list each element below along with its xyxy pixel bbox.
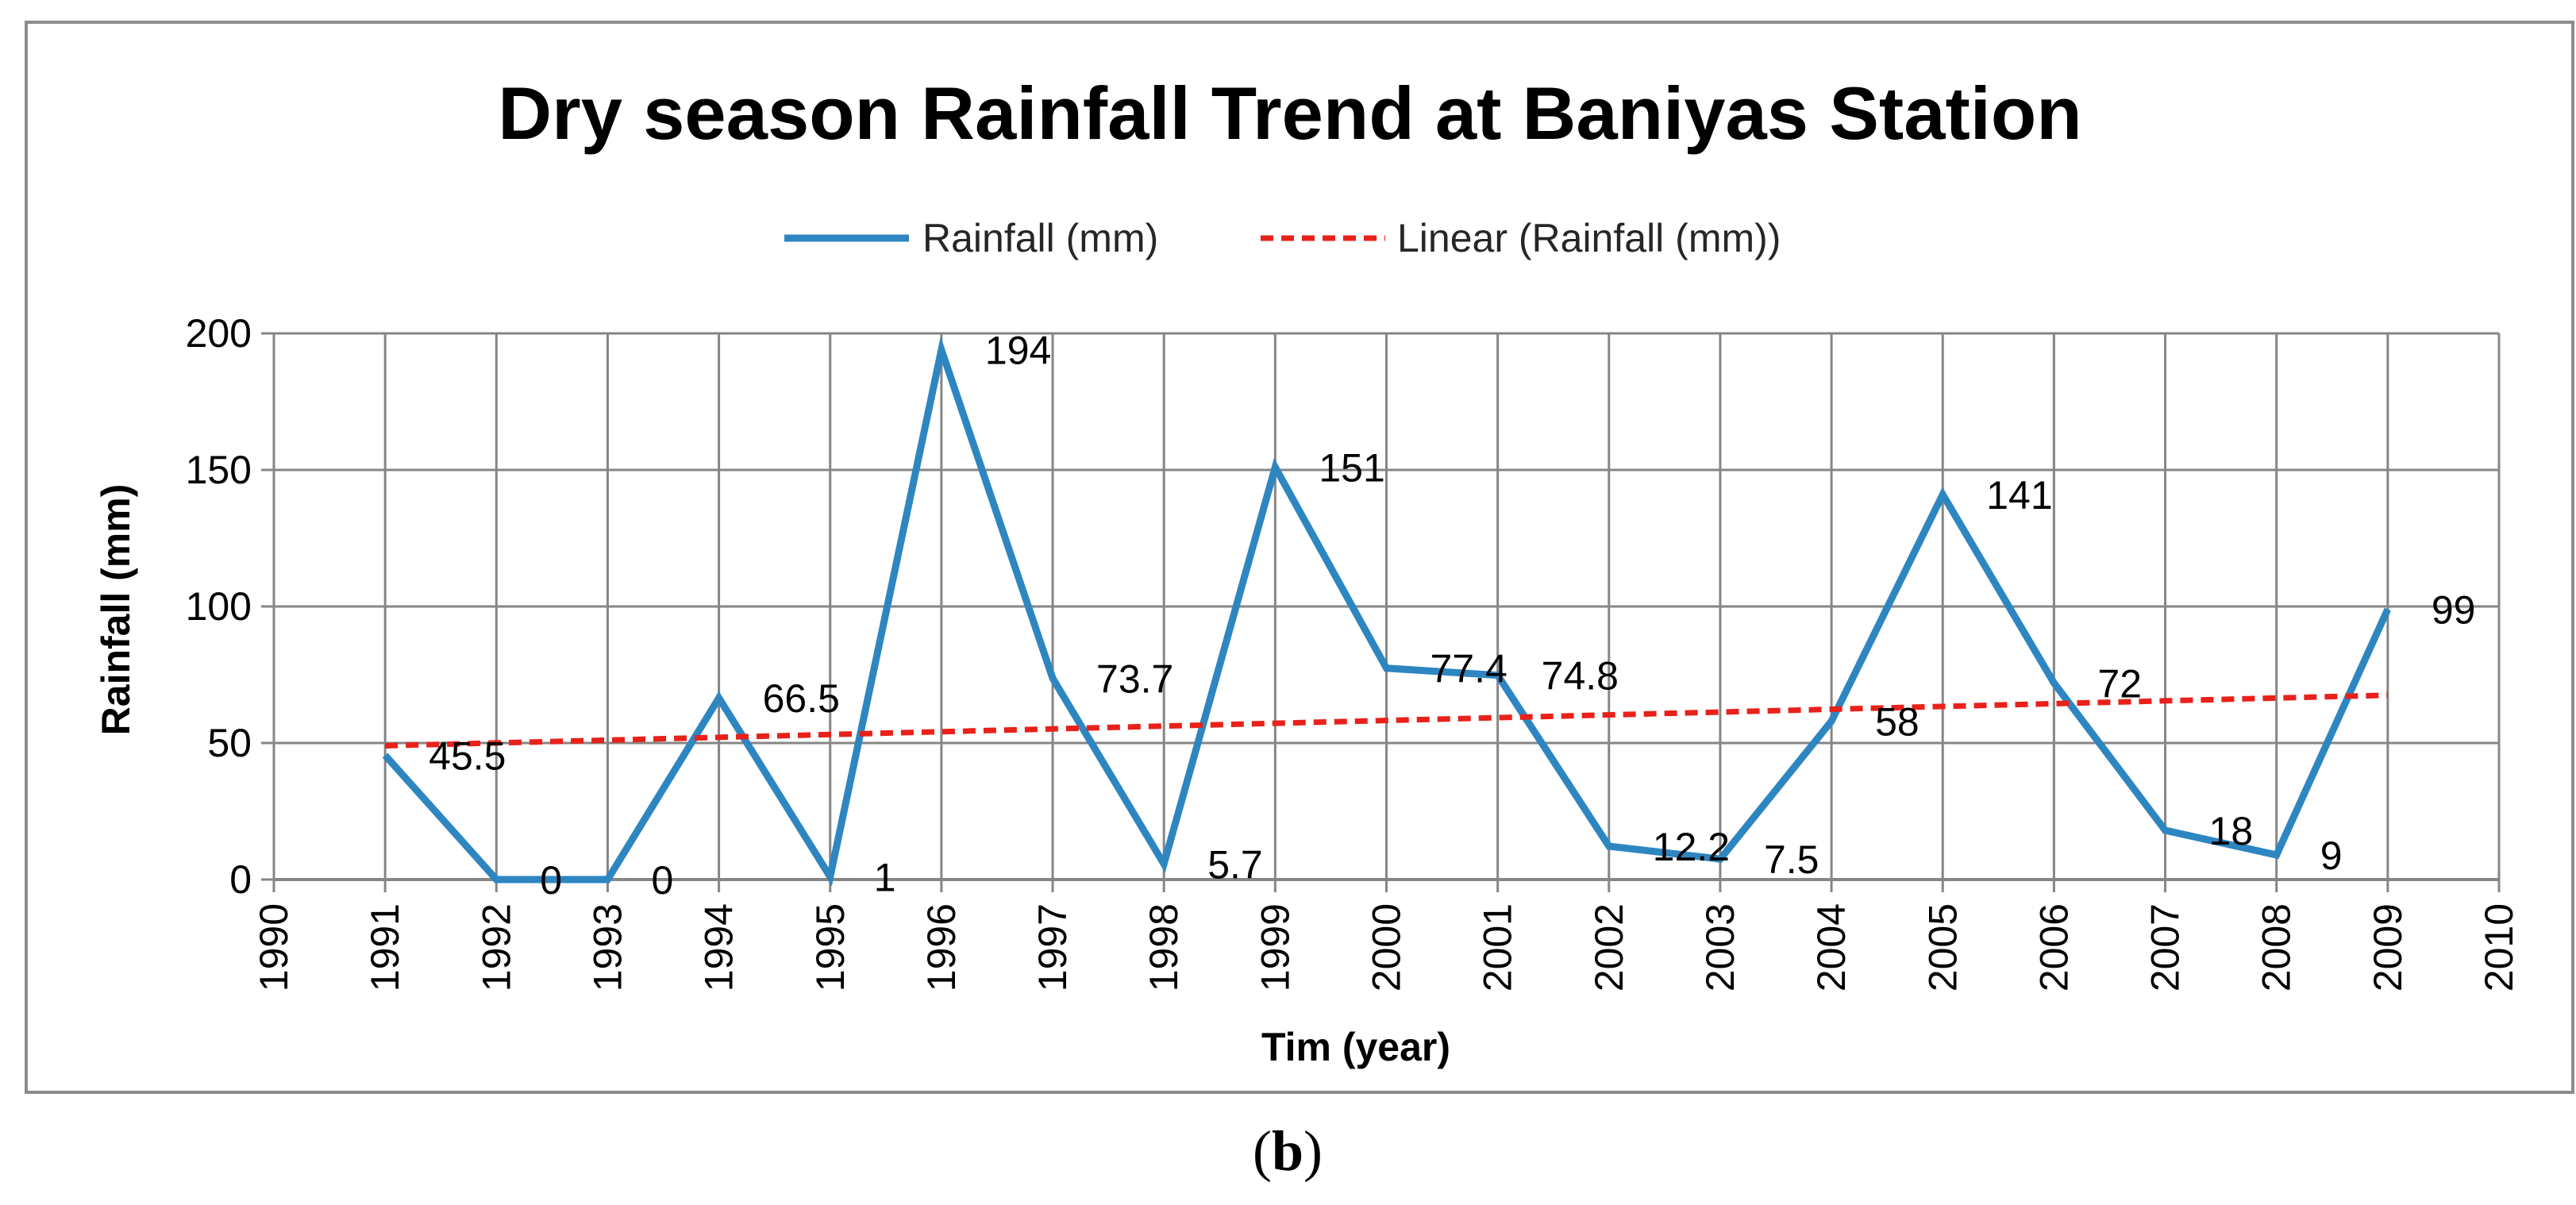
data-label: 99 [2432, 587, 2476, 632]
rainfall-data-point [2276, 854, 2278, 856]
data-label: 0 [651, 858, 673, 903]
data-label: 58 [1875, 699, 1919, 744]
x-tick-label: 2005 [1920, 903, 1965, 991]
x-tick-label: 2002 [1587, 903, 1631, 991]
caption-close-paren: ) [1303, 1119, 1323, 1183]
data-label: 141 [1986, 473, 2052, 518]
linear-trend-line [385, 692, 2388, 749]
data-label: 72 [2097, 661, 2142, 706]
caption-open-paren: ( [1253, 1119, 1272, 1183]
rainfall-data-point [2165, 830, 2166, 831]
rainfall-data-point [718, 697, 720, 699]
series-layer [382, 336, 2391, 887]
y-axis-ticks: 0 50 100 150 200 [186, 311, 274, 902]
rainfall-data-point [384, 754, 386, 756]
data-label: 66.5 [763, 676, 840, 721]
y-tick-label: 0 [229, 857, 252, 902]
data-label: 5.7 [1207, 842, 1263, 887]
legend: Rainfall (mm) Linear (Rainfall (mm)) [784, 216, 1781, 260]
x-tick-label: 1999 [1253, 903, 1297, 991]
x-tick-label: 2008 [2254, 903, 2299, 991]
data-label: 0 [540, 858, 562, 903]
x-tick-label: 1998 [1142, 903, 1186, 991]
data-label: 73.7 [1096, 656, 1173, 701]
x-tick-label: 1995 [808, 903, 853, 991]
x-tick-label: 2003 [1698, 903, 1742, 991]
x-tick-label: 1997 [1030, 903, 1075, 991]
data-label: 45.5 [429, 733, 506, 778]
rainfall-data-point [1608, 845, 1610, 847]
x-axis-ticks: 1990 1991 1992 1993 1994 1995 1996 1997 1998 1999… [252, 880, 2521, 991]
data-label: 7.5 [1764, 837, 1819, 882]
x-tick-label: 1991 [363, 903, 407, 991]
x-tick-label: 2006 [2031, 903, 2076, 991]
data-label: 12.2 [1653, 825, 1730, 869]
y-axis-title: Rainfall (mm) [94, 484, 138, 736]
x-tick-label: 1994 [697, 903, 741, 991]
rainfall-data-point [2387, 608, 2389, 610]
data-label: 194 [985, 329, 1051, 373]
x-tick-label: 2007 [2143, 903, 2188, 991]
caption-letter: b [1272, 1119, 1303, 1183]
data-label: 9 [2320, 833, 2343, 878]
x-tick-label: 2010 [2477, 903, 2521, 991]
x-tick-label: 2000 [1365, 903, 1409, 991]
x-tick-label: 1996 [919, 903, 964, 991]
x-tick-label: 1992 [474, 903, 518, 991]
y-tick-label: 150 [186, 448, 252, 492]
y-tick-label: 50 [207, 721, 252, 765]
rainfall-data-point [1274, 467, 1276, 468]
rainfall-data-point [1831, 720, 1832, 722]
x-tick-label: 1990 [252, 903, 296, 991]
rainfall-data-point [1497, 675, 1499, 676]
data-labels: 45.5 0 0 66.5 1 194 73.7 5.7 151 77.4 74.8 12.2 7.5 5… [429, 329, 2475, 903]
x-tick-label: 1993 [585, 903, 630, 991]
data-label: 1 [874, 856, 896, 900]
data-label: 74.8 [1542, 654, 1619, 699]
data-label: 151 [1319, 446, 1384, 491]
rainfall-data-point [1719, 858, 1721, 860]
x-tick-label: 2009 [2366, 903, 2410, 991]
figure-caption: (b) [1253, 1119, 1323, 1183]
y-tick-label: 100 [186, 584, 252, 629]
y-tick-label: 200 [186, 311, 252, 356]
chart-title: Dry season Rainfall Trend at Baniyas Sta… [498, 71, 2081, 155]
x-axis-title: Tim (year) [1261, 1025, 1450, 1069]
horizontal-gridlines [274, 332, 2499, 745]
legend-label-linear-trend: Linear (Rainfall (mm)) [1397, 216, 1781, 260]
chart-frame [25, 21, 2574, 1094]
x-tick-label: 2004 [1809, 903, 1854, 991]
x-tick-label: 2001 [1476, 903, 1520, 991]
data-label: 77.4 [1430, 647, 1507, 691]
legend-label-rainfall: Rainfall (mm) [922, 216, 1158, 260]
data-label: 18 [2209, 809, 2254, 853]
